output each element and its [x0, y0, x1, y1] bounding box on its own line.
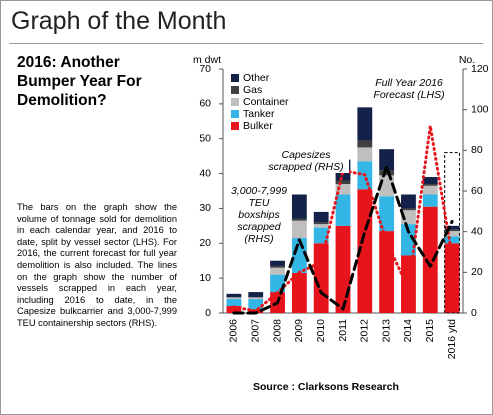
- y-axis-label: m dwt: [193, 54, 221, 66]
- bar-segment: [357, 107, 373, 141]
- bar-segment: [313, 211, 329, 223]
- divider: [9, 43, 483, 44]
- y-tick-label: 30: [199, 202, 211, 214]
- y-tick-label: 0: [205, 307, 211, 319]
- x-tick-label: 2016 ytd: [446, 319, 458, 359]
- legend-swatch: [231, 110, 239, 118]
- heading: 2016: Another Bumper Year For Demolition…: [17, 54, 142, 109]
- bar-segment: [422, 194, 438, 207]
- bar-segment: [291, 272, 307, 313]
- bar-segment: [401, 210, 416, 225]
- bar-segment: [422, 184, 438, 186]
- forecast-bar: [444, 152, 461, 314]
- y2-axis-label: No.: [459, 54, 475, 66]
- x-tick-label: 2014: [402, 319, 414, 343]
- y2-tick-label: 100: [471, 103, 489, 115]
- legend-swatch: [231, 86, 239, 94]
- legend-swatch: [231, 98, 239, 106]
- bar-segment: [270, 267, 285, 275]
- bar-segment: [335, 184, 351, 195]
- legend-label: Container: [243, 96, 289, 108]
- bar-segment: [335, 225, 351, 313]
- bar-segment: [291, 194, 307, 219]
- x-tick-label: 2007: [250, 319, 262, 343]
- y2-tick-label: 80: [471, 144, 483, 156]
- bar-segment: [422, 206, 438, 313]
- legend-swatch: [231, 122, 239, 130]
- legend-label: Tanker: [243, 108, 275, 120]
- bar-segment: [379, 149, 395, 171]
- bar-segment: [357, 140, 373, 148]
- body-text: The bars on the graph show the volume of…: [17, 202, 177, 328]
- y2-tick-label: 40: [471, 225, 483, 237]
- bar-segment: [444, 243, 460, 313]
- x-tick-label: 2008: [271, 319, 283, 343]
- bar-segment: [270, 265, 285, 268]
- bar-segment: [357, 147, 373, 162]
- x-tick-label: 2015: [424, 319, 436, 343]
- bar-segment: [313, 222, 329, 225]
- legend-label: Other: [243, 72, 270, 84]
- legend-label: Gas: [243, 84, 262, 96]
- y2-tick-label: 20: [471, 266, 483, 278]
- bar-segment: [248, 297, 264, 300]
- line-series: [232, 165, 454, 315]
- x-tick-label: 2010: [315, 319, 327, 343]
- bar-segment: [379, 196, 395, 232]
- bar-segment: [379, 170, 395, 176]
- bar-segment: [226, 306, 242, 313]
- source: Source : Clarksons Research: [253, 381, 399, 393]
- bar-segment: [335, 194, 351, 226]
- bar-segment: [422, 177, 438, 185]
- y2-tick-label: 60: [471, 185, 483, 197]
- y-tick-label: 10: [199, 272, 211, 284]
- bar-segment: [226, 293, 242, 298]
- page-title: Graph of the Month: [11, 7, 227, 35]
- bar-segment: [444, 231, 460, 237]
- x-tick-label: 2006: [228, 319, 240, 343]
- bar-segment: [444, 225, 460, 230]
- y-tick-label: 20: [199, 237, 211, 249]
- bar-segment: [226, 297, 242, 300]
- x-tick-label: 2011: [337, 319, 349, 342]
- legend-swatch: [231, 74, 239, 82]
- y-tick-label: 50: [199, 132, 211, 144]
- legend-label: Bulker: [243, 120, 273, 132]
- bar-segment: [401, 224, 416, 256]
- bar-segment: [248, 299, 264, 310]
- annotation: Capesizes scrapped (RHS): [263, 149, 349, 173]
- bar-segment: [335, 180, 351, 185]
- bar-segment: [291, 220, 307, 239]
- bar-segment: [422, 185, 438, 195]
- bar-segment: [401, 208, 416, 211]
- y2-tick-label: 120: [471, 63, 489, 75]
- bar-segment: [270, 260, 285, 266]
- bar-segment: [401, 194, 416, 209]
- bar-segment: [248, 292, 264, 298]
- bar-segment: [379, 231, 395, 313]
- annotation: Full Year 2016 Forecast (LHS): [367, 77, 451, 101]
- x-tick-label: 2009: [293, 319, 305, 343]
- bar-segment: [444, 236, 460, 244]
- y2-tick-label: 0: [471, 307, 477, 319]
- y-tick-label: 40: [199, 167, 211, 179]
- x-tick-label: 2013: [380, 319, 392, 343]
- bar-segment: [444, 229, 460, 232]
- y-tick-label: 60: [199, 98, 211, 110]
- y-tick-label: 70: [199, 63, 211, 75]
- x-tick-label: 2012: [359, 319, 371, 343]
- bar-segment: [226, 299, 242, 307]
- bar-segment: [313, 224, 329, 228]
- annotation: 3,000-7,999 TEU boxships scrapped (RHS): [227, 185, 291, 245]
- bar-segment: [291, 218, 307, 221]
- bar-segment: [313, 227, 329, 244]
